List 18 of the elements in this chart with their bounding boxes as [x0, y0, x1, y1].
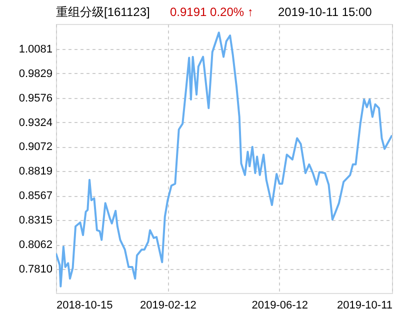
y-tick-label: 1.0081 — [18, 43, 52, 56]
x-tick-label: 2019-02-12 — [140, 300, 196, 312]
x-tick-label: 2018-10-15 — [56, 300, 113, 312]
y-tick-label: 0.8567 — [18, 190, 52, 202]
line-series — [56, 32, 392, 288]
text: 2019-10-11 15:00 — [278, 5, 372, 19]
y-tick-label: 0.7810 — [18, 263, 52, 276]
chart-title: 重组分级[161123] — [56, 5, 150, 19]
x-tick-label: 2019-10-11 — [337, 300, 392, 312]
y-tick-label: 0.9324 — [18, 116, 52, 129]
y-tick-label: 0.9829 — [18, 68, 52, 80]
y-tick-label: 0.9072 — [18, 141, 52, 154]
y-tick-label: 0.8062 — [18, 239, 52, 252]
text: 0.9191 0.20% ↑ — [170, 5, 254, 19]
y-tick-label: 0.8819 — [18, 166, 52, 178]
x-tick-label: 2019-06-12 — [252, 300, 308, 312]
y-tick-label: 0.8315 — [18, 214, 52, 227]
y-tick-label: 0.9576 — [18, 92, 52, 104]
